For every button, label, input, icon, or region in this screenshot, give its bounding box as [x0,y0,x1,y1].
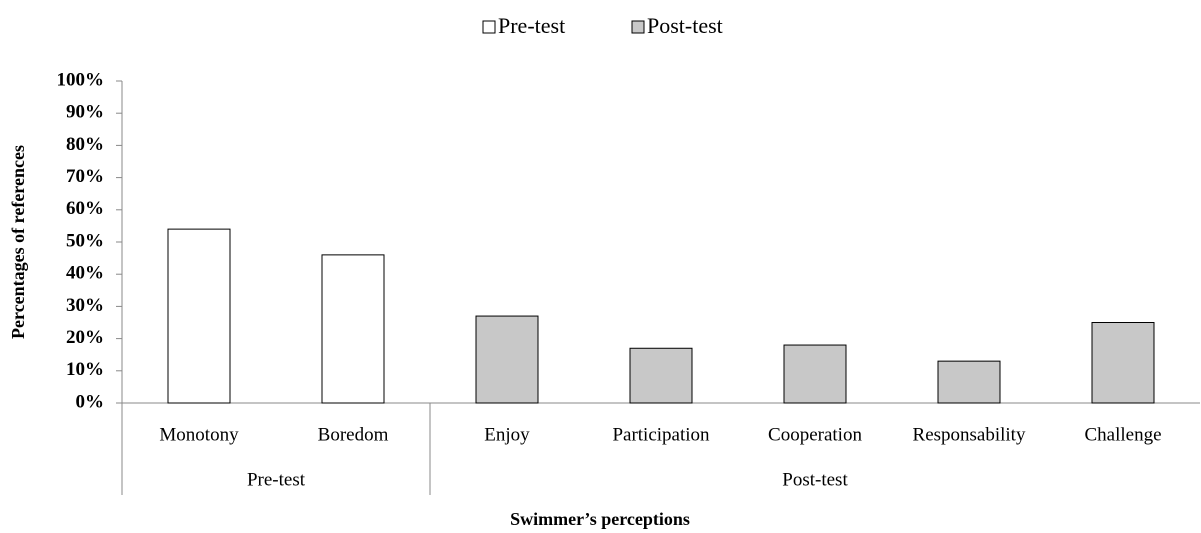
y-tick-label: 100% [57,69,105,90]
x-tick-label: Responsability [913,424,1026,445]
x-tick-label: Monotony [159,424,239,445]
group-label: Pre-test [247,469,306,490]
x-tick-label: Enjoy [484,424,530,445]
legend-swatch [482,20,496,34]
y-tick-label: 0% [76,391,105,412]
bar [321,254,385,404]
y-tick-label: 70% [66,166,104,187]
y-tick-label: 40% [66,263,104,284]
bar [937,360,1001,404]
legend-label: Pre-test [498,13,565,38]
bar [475,315,539,404]
x-tick-label: Boredom [318,424,389,445]
bar [1091,322,1155,404]
y-tick-label: 10% [66,359,104,380]
y-axis-title: Percentages of references [8,145,28,339]
legend-label: Post-test [647,13,723,38]
y-tick-label: 30% [66,295,104,316]
y-tick-label: 60% [66,198,104,219]
bar [167,228,231,404]
x-tick-label: Cooperation [768,424,862,445]
group-label: Post-test [782,469,848,490]
y-tick-label: 20% [66,327,104,348]
y-tick-label: 50% [66,230,104,251]
y-tick-label: 80% [66,134,104,155]
x-tick-label: Challenge [1084,424,1161,445]
y-tick-label: 90% [66,102,104,123]
bar [629,347,693,404]
bar [783,344,847,404]
x-tick-label: Participation [612,424,710,445]
x-axis-title: Swimmer’s perceptions [510,509,690,529]
legend-swatch [631,20,645,34]
